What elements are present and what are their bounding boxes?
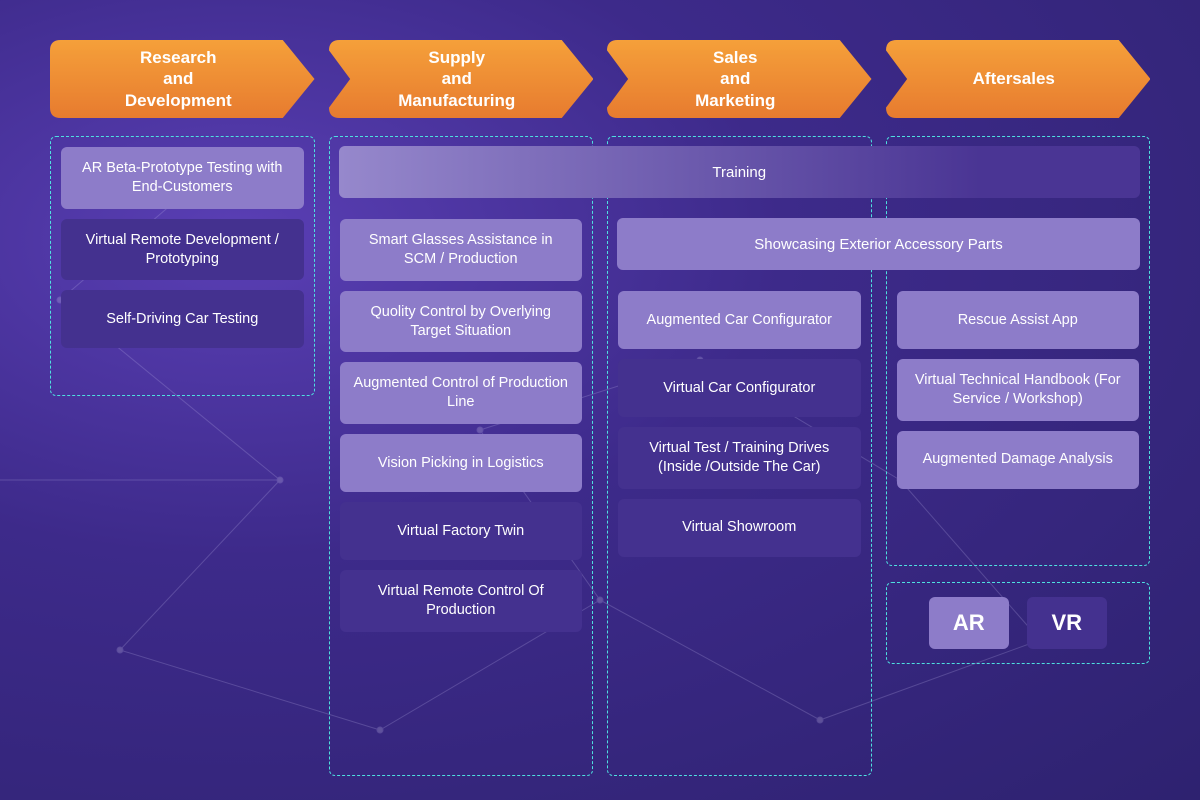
item-supply-2: Augmented Control of Production Line: [340, 362, 583, 424]
stage-arrow-rnd: ResearchandDevelopment: [50, 40, 315, 118]
stage-label: SupplyandManufacturing: [398, 47, 515, 111]
stage-label: SalesandMarketing: [695, 47, 775, 111]
training-label: Training: [712, 164, 766, 181]
stage-label: ResearchandDevelopment: [125, 47, 232, 111]
columns-grid: AR Beta-Prototype Testing with End-Custo…: [50, 136, 1150, 776]
item-supply-5: Virtual Remote Control Of Production: [340, 570, 583, 632]
item-sales-0: Augmented Car Configurator: [618, 291, 861, 349]
stage-arrow-after: Aftersales: [886, 40, 1151, 118]
item-supply-1: Quolity Control by Overlying Target Situ…: [340, 291, 583, 353]
stage-arrow-supply: SupplyandManufacturing: [329, 40, 594, 118]
item-sales-1: Virtual Car Configurator: [618, 359, 861, 417]
column-supply: Smart Glasses Assistance in SCM / Produc…: [329, 136, 594, 776]
legend-ar-label: AR: [953, 610, 985, 636]
item-rnd-0: AR Beta-Prototype Testing with End-Custo…: [61, 147, 304, 209]
showcase-label: Showcasing Exterior Accessory Parts: [754, 236, 1002, 253]
column-rnd: AR Beta-Prototype Testing with End-Custo…: [50, 136, 315, 396]
legend-vr-label: VR: [1051, 610, 1082, 636]
column-aftersales: Rescue Assist App Virtual Technical Handb…: [886, 136, 1151, 566]
stage-header-row: ResearchandDevelopment SupplyandManufactu…: [50, 40, 1150, 118]
item-after-0: Rescue Assist App: [897, 291, 1140, 349]
legend-box: AR VR: [886, 582, 1151, 664]
item-sales-3: Virtual Showroom: [618, 499, 861, 557]
item-sales-2: Virtual Test / Training Drives (Inside /…: [618, 427, 861, 489]
item-after-2: Augmented Damage Analysis: [897, 431, 1140, 489]
item-rnd-2: Self-Driving Car Testing: [61, 290, 304, 348]
diagram-container: ResearchandDevelopment SupplyandManufactu…: [0, 0, 1200, 800]
legend-swatch-vr: VR: [1027, 597, 1107, 649]
item-rnd-1: Virtual Remote Development / Prototyping: [61, 219, 304, 281]
stage-label: Aftersales: [973, 68, 1055, 89]
item-after-1: Virtual Technical Handbook (For Service …: [897, 359, 1140, 421]
item-supply-0: Smart Glasses Assistance in SCM / Produc…: [340, 219, 583, 281]
spanning-item-training: Training: [339, 146, 1141, 198]
item-supply-3: Vision Picking in Logistics: [340, 434, 583, 492]
legend-swatch-ar: AR: [929, 597, 1009, 649]
spanning-item-showcase: Showcasing Exterior Accessory Parts: [617, 218, 1140, 270]
stage-arrow-sales: SalesandMarketing: [607, 40, 872, 118]
item-supply-4: Virtual Factory Twin: [340, 502, 583, 560]
